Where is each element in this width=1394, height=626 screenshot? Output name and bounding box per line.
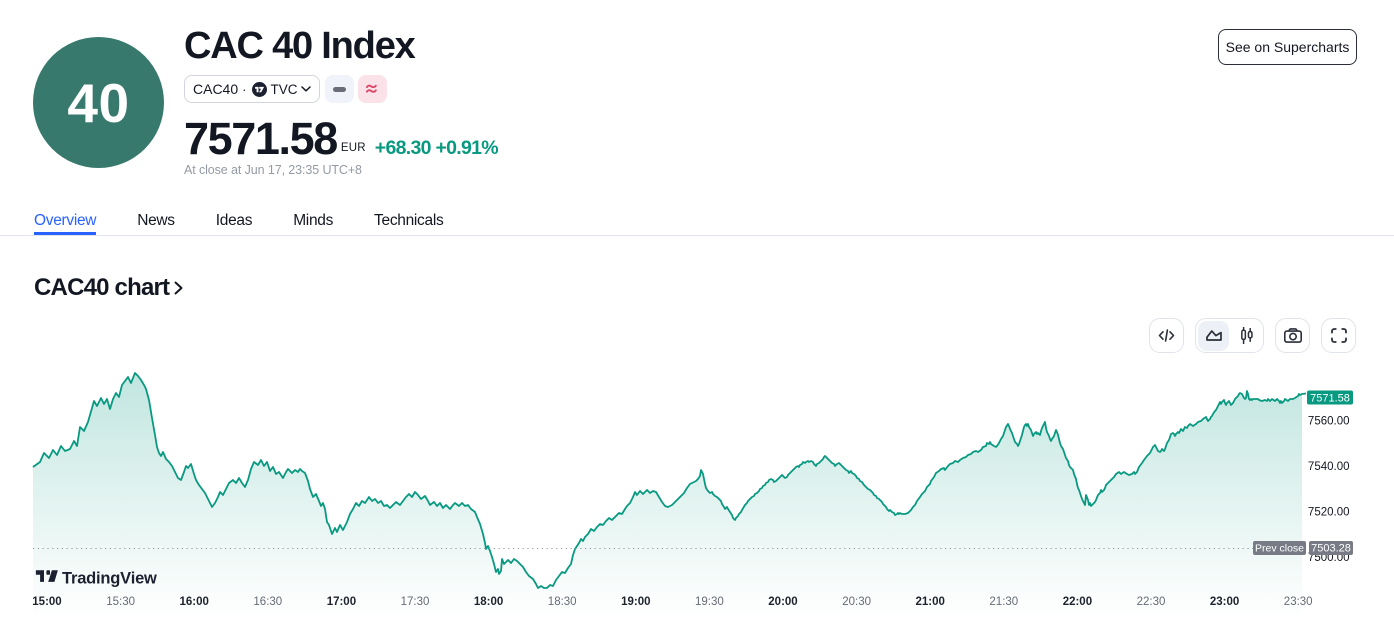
svg-text:16:30: 16:30 xyxy=(253,596,282,608)
svg-text:7520.00: 7520.00 xyxy=(1308,507,1350,519)
svg-text:23:30: 23:30 xyxy=(1284,596,1313,608)
svg-text:22:30: 22:30 xyxy=(1137,596,1166,608)
svg-text:20:30: 20:30 xyxy=(842,596,871,608)
svg-text:17:00: 17:00 xyxy=(327,596,356,608)
svg-text:21:00: 21:00 xyxy=(915,596,944,608)
svg-text:23:00: 23:00 xyxy=(1210,596,1239,608)
svg-text:7560.00: 7560.00 xyxy=(1308,416,1350,428)
svg-text:7571.58: 7571.58 xyxy=(1310,393,1350,405)
svg-text:15:00: 15:00 xyxy=(32,596,61,608)
svg-text:21:30: 21:30 xyxy=(989,596,1018,608)
svg-text:7503.28: 7503.28 xyxy=(1311,543,1351,555)
svg-text:15:30: 15:30 xyxy=(106,596,135,608)
svg-text:19:00: 19:00 xyxy=(621,596,650,608)
svg-text:TradingView: TradingView xyxy=(62,570,157,588)
svg-text:17:30: 17:30 xyxy=(401,596,430,608)
svg-text:16:00: 16:00 xyxy=(179,596,208,608)
svg-text:18:00: 18:00 xyxy=(474,596,503,608)
svg-text:Prev close: Prev close xyxy=(1255,543,1304,555)
svg-text:18:30: 18:30 xyxy=(548,596,577,608)
svg-text:20:00: 20:00 xyxy=(768,596,797,608)
svg-text:19:30: 19:30 xyxy=(695,596,724,608)
svg-text:7540.00: 7540.00 xyxy=(1308,461,1350,473)
svg-text:22:00: 22:00 xyxy=(1063,596,1092,608)
